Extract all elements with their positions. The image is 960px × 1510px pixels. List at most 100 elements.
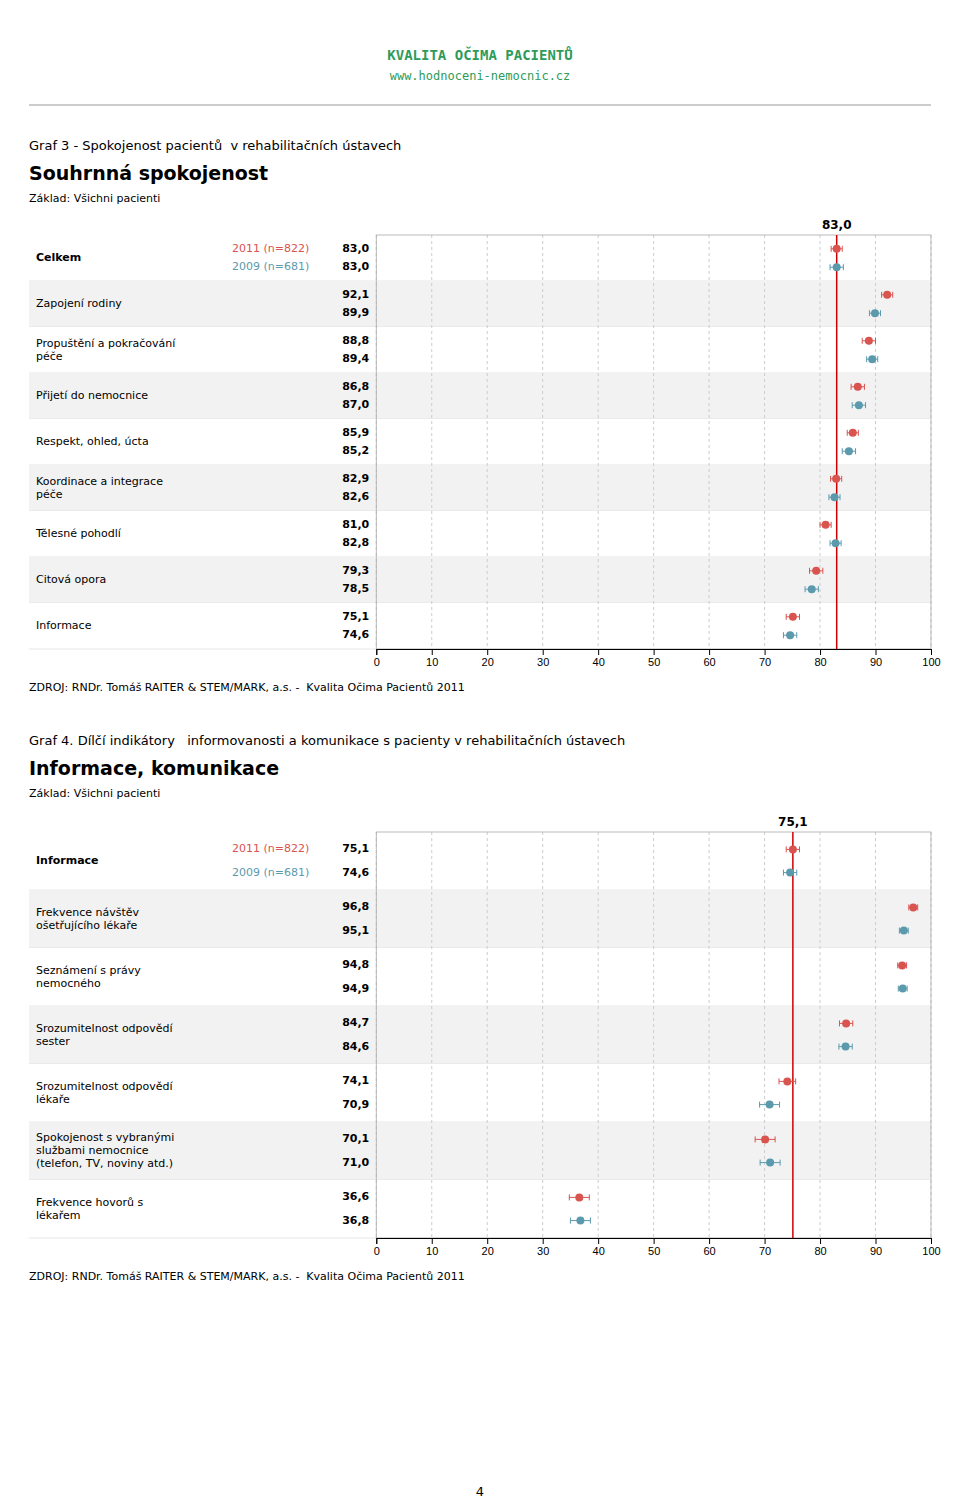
- x-tick-mark: [709, 649, 710, 655]
- point: [789, 845, 797, 853]
- error-bar: [869, 310, 880, 316]
- error-bar: [842, 448, 855, 454]
- reference-label: 75,1: [778, 815, 808, 829]
- grid-line: [542, 832, 543, 1238]
- value-label: 94,9: [342, 982, 369, 995]
- point: [871, 309, 879, 317]
- x-tick: 100: [922, 1238, 940, 1257]
- row-background: [29, 832, 931, 890]
- value-label: 89,4: [342, 352, 369, 365]
- x-tick: 70: [759, 1238, 771, 1257]
- subtitle: Základ: Všichni pacienti: [29, 192, 160, 205]
- value-label: 74,1: [342, 1074, 369, 1087]
- category-label: Tělesné pohodlí: [35, 527, 122, 540]
- category-label: Přijetí do nemocnice: [36, 389, 148, 402]
- point: [833, 263, 841, 271]
- subtitle: Základ: Všichni pacienti: [29, 787, 160, 800]
- x-tick-label: 100: [922, 656, 940, 668]
- x-tick-mark: [765, 649, 766, 655]
- reference-line: [792, 832, 794, 1238]
- series: [786, 245, 893, 621]
- value-label: 70,9: [342, 1098, 369, 1111]
- error-bar: [851, 384, 864, 390]
- grid-line: [875, 832, 876, 1238]
- error-bar: [830, 540, 841, 546]
- error-bar: [779, 1078, 796, 1084]
- x-tick-label: 30: [537, 1245, 549, 1257]
- x-tick-label: 10: [426, 1245, 438, 1257]
- category-label: Koordinace a integracepéče: [36, 475, 163, 501]
- point: [833, 245, 841, 253]
- x-tick: 20: [482, 649, 494, 668]
- error-bar: [831, 246, 842, 252]
- value-label: 96,8: [342, 900, 369, 913]
- error-bar: [786, 846, 799, 852]
- grid-line: [542, 235, 543, 649]
- error-bar: [569, 1194, 589, 1200]
- point: [909, 903, 917, 911]
- error-bar: [760, 1160, 780, 1166]
- value-label: 83,0: [342, 242, 369, 255]
- series: [783, 263, 880, 639]
- value-label: 92,1: [342, 288, 369, 301]
- error-bar: [867, 356, 878, 362]
- value-label: 70,1: [342, 1132, 369, 1145]
- error-bar: [831, 476, 842, 482]
- x-tick-mark: [931, 649, 932, 655]
- x-tick-label: 40: [593, 1245, 605, 1257]
- x-tick: 60: [703, 1238, 715, 1257]
- value-label: 88,8: [342, 334, 369, 347]
- x-tick: 40: [593, 649, 605, 668]
- row-backgrounds: [29, 235, 931, 649]
- category-label: Respekt, ohled, úcta: [36, 435, 149, 448]
- x-tick: 0: [374, 1238, 380, 1257]
- point: [783, 1077, 791, 1085]
- error-bar: [839, 1020, 852, 1026]
- grid-line: [709, 832, 710, 1238]
- point: [822, 521, 830, 529]
- value-label: 82,8: [342, 536, 369, 549]
- x-tick: 10: [426, 1238, 438, 1257]
- plot-frame: [376, 235, 931, 649]
- value-label: 84,6: [342, 1040, 369, 1053]
- grid: [376, 235, 931, 649]
- page: KVALITA OČIMA PACIENTŮwww.hodnoceni-nemo…: [0, 0, 960, 1510]
- legend: 2011 (n=822)2009 (n=681): [232, 842, 309, 878]
- x-tick-mark: [598, 1238, 599, 1244]
- x-tick-mark: [376, 649, 377, 655]
- x-tick-mark: [487, 1238, 488, 1244]
- error-bar: [898, 986, 907, 992]
- category-label: Seznámení s právynemocného: [36, 964, 141, 990]
- category-labels: InformaceFrekvence návštěvošetřujícího l…: [36, 854, 174, 1222]
- x-tick: 0: [374, 649, 380, 668]
- value-label: 36,8: [342, 1214, 369, 1227]
- x-tick-mark: [432, 649, 433, 655]
- error-bar: [786, 614, 799, 620]
- x-tick: 60: [703, 649, 715, 668]
- x-tick-label: 80: [814, 656, 826, 668]
- x-tick-mark: [432, 1238, 433, 1244]
- x-tick-label: 100: [922, 1245, 940, 1257]
- row-background: [29, 1180, 931, 1238]
- error-bar: [909, 904, 918, 910]
- series: [569, 845, 917, 1201]
- row-background: [29, 281, 931, 327]
- grid-line: [820, 235, 821, 649]
- x-tick-mark: [543, 1238, 544, 1244]
- grid-line: [431, 235, 432, 649]
- x-tick: 100: [922, 649, 940, 668]
- marks: [783, 235, 892, 649]
- point: [832, 539, 840, 547]
- value-label: 82,9: [342, 472, 369, 485]
- grid-line: [598, 832, 599, 1238]
- legend-entry: 2011 (n=822): [232, 842, 309, 855]
- x-tick: 70: [759, 649, 771, 668]
- grid-line: [709, 235, 710, 649]
- point: [830, 493, 838, 501]
- value-label: 36,6: [342, 1190, 369, 1203]
- value-labels: 75,196,894,884,774,170,136,674,695,194,9…: [342, 842, 369, 1226]
- error-bar: [898, 962, 907, 968]
- x-tick: 10: [426, 649, 438, 668]
- error-bar: [755, 1136, 775, 1142]
- logo-text: KVALITA OČIMA PACIENTŮ: [387, 46, 572, 63]
